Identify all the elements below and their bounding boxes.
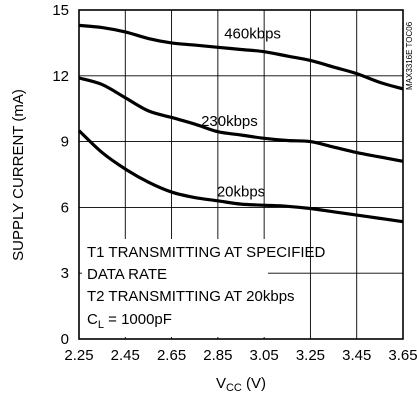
cl-value: = 1000pF	[104, 311, 172, 328]
y-axis-title: SUPPLY CURRENT (mA)	[10, 89, 27, 261]
series-line-230kbps	[78, 76, 404, 163]
x-tick-label: 3.65	[388, 347, 417, 364]
cl-symbol: C	[87, 311, 98, 328]
y-tick-label: 3	[61, 265, 69, 282]
figure-id-watermark: MAX3316E TOC06	[405, 21, 414, 90]
series-label-460kbps: 460kbps	[224, 26, 281, 43]
x-tick-label: 2.65	[157, 347, 186, 364]
x-tick-label: 2.85	[203, 347, 232, 364]
x-tick-label: 3.45	[342, 347, 371, 364]
plot-frame	[78, 9, 404, 340]
annotation-line-4: CL = 1000pF	[87, 311, 172, 331]
series-line-20kbps	[77, 129, 404, 224]
series-layer	[77, 23, 404, 224]
tick-labels: 2.25 2.45 2.65 2.85 3.05 3.25 3.45 3.65 0 3 6 9 12 15	[52, 2, 417, 364]
x-axis-title-main: V	[216, 375, 226, 392]
series-labels: 460kbps 230kbps 20kbps	[201, 26, 281, 201]
series-label-230kbps: 230kbps	[201, 113, 258, 130]
x-axis-title-unit: (V)	[242, 375, 266, 392]
annotation-backdrop	[82, 239, 268, 337]
x-tick-label: 3.05	[250, 347, 279, 364]
series-label-20kbps: 20kbps	[217, 183, 265, 200]
annotation-line-2: DATA RATE	[87, 266, 167, 283]
y-tick-label: 0	[61, 331, 69, 348]
x-tick-label: 2.45	[111, 347, 140, 364]
y-tick-label: 12	[52, 68, 69, 85]
x-axis-title-sub: CC	[226, 382, 242, 394]
annotation-line-1: T1 TRANSMITTING AT SPECIFIED	[87, 244, 326, 261]
x-tick-label: 2.25	[64, 347, 93, 364]
y-tick-label: 15	[52, 2, 69, 19]
annotation-line-3: T2 TRANSMITTING AT 20kbps	[87, 288, 295, 305]
y-tick-label: 6	[61, 199, 69, 216]
x-tick-label: 3.25	[296, 347, 325, 364]
y-tick-label: 9	[61, 134, 69, 151]
series-line-460kbps	[78, 23, 404, 91]
cl-subscript: L	[98, 319, 104, 331]
x-axis-title: VCC (V)	[216, 375, 266, 394]
